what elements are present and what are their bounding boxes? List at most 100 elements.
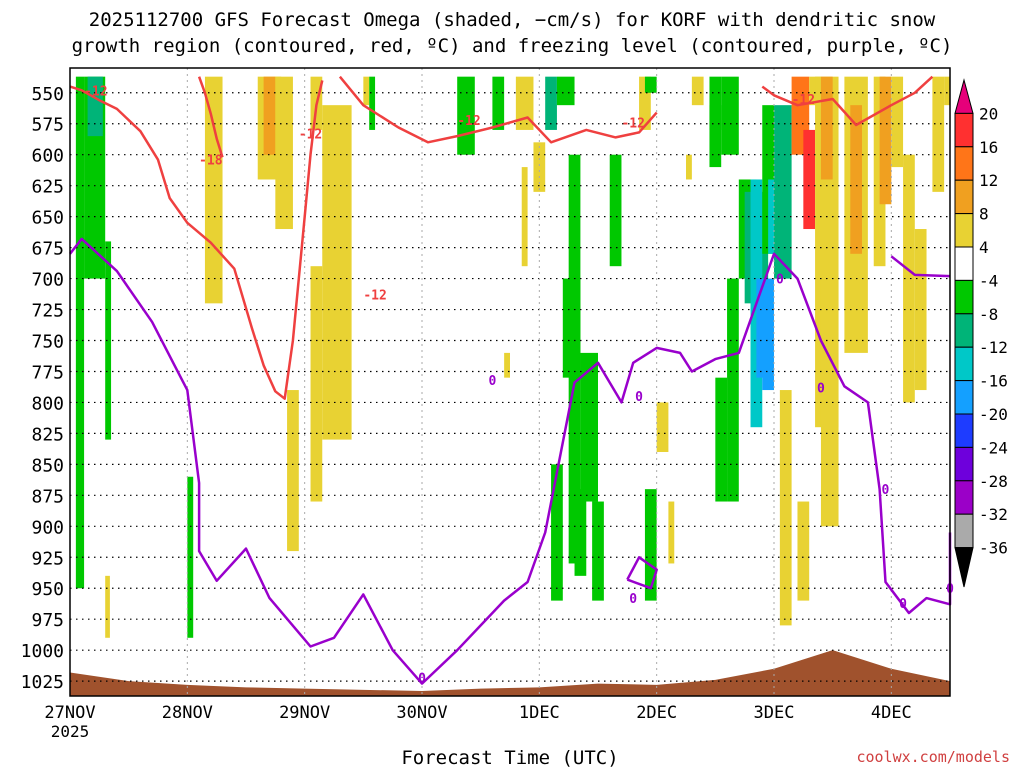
x-tick-label: 30NOV <box>396 703 447 723</box>
omega-cell <box>551 464 563 601</box>
y-tick-label: 825 <box>31 424 64 445</box>
omega-cell <box>87 76 103 137</box>
y-tick-label: 725 <box>31 301 64 322</box>
freezing-contour-line <box>69 237 952 685</box>
omega-cell <box>668 501 675 564</box>
y-tick-label: 750 <box>31 332 64 353</box>
omega-cell <box>820 76 833 180</box>
omega-cell <box>275 76 293 230</box>
y-tick-label: 575 <box>31 115 64 136</box>
colorbar-label: 4 <box>979 238 989 257</box>
dgz-contour-line <box>761 75 934 127</box>
credit-label: coolwx.com/models <box>856 748 1010 766</box>
omega-cell <box>105 575 110 638</box>
x-axis-year: 2025 <box>51 722 90 741</box>
x-tick-label: 2DEC <box>636 703 677 723</box>
omega-cell <box>504 352 510 378</box>
dgz-contour-line <box>197 76 224 158</box>
gridlines <box>69 68 950 696</box>
omega-cell <box>105 241 112 440</box>
y-tick-label: 700 <box>31 270 64 291</box>
colorbar-label: -12 <box>979 338 1008 357</box>
omega-cell <box>533 142 546 192</box>
dgz-contour-label: -18 <box>199 154 223 169</box>
dgz-contour-label: -12 <box>299 128 322 143</box>
omega-cell <box>691 76 704 106</box>
colorbar-swatch <box>954 279 974 315</box>
y-tick-label: 975 <box>31 610 64 631</box>
omega-cell <box>762 105 774 254</box>
omega-cell <box>310 266 323 502</box>
freezing-contour-label: 0 <box>817 382 825 397</box>
colorbar-cap-bottom <box>954 547 974 588</box>
colorbar-label: 12 <box>979 171 998 190</box>
x-tick-label: 28NOV <box>162 703 213 723</box>
omega-cell <box>592 501 604 601</box>
freezing-contour-line <box>890 255 951 278</box>
x-tick-label: 4DEC <box>871 703 912 723</box>
x-tick-label: 3DEC <box>754 703 795 723</box>
omega-cell <box>797 501 810 601</box>
x-tick-label: 1DEC <box>519 703 560 723</box>
omega-cell <box>515 76 534 130</box>
colorbar-label: -32 <box>979 505 1008 524</box>
terrain-area <box>70 650 950 696</box>
omega-cell <box>727 278 739 502</box>
x-axis-label: Forecast Time (UTC) <box>401 747 618 768</box>
omega-cell <box>715 377 728 502</box>
plot-frame <box>69 67 951 697</box>
freezing-contour-label: 0 <box>635 390 643 405</box>
omega-cell <box>709 76 722 130</box>
dgz-contour-line <box>338 75 658 144</box>
omega-cell <box>850 105 862 254</box>
y-tick-label: 850 <box>31 455 64 476</box>
omega-cell <box>521 167 528 267</box>
y-tick-label: 1025 <box>21 672 64 693</box>
omega-cell <box>891 76 904 168</box>
omega-cell <box>656 402 669 452</box>
dgz-contour-label: -12 <box>621 117 644 132</box>
omega-cell <box>803 129 816 230</box>
freezing-contour-label: 0 <box>488 374 496 389</box>
y-tick-label: 875 <box>31 486 64 507</box>
colorbar-swatch <box>954 380 974 415</box>
y-tick-label: 625 <box>31 177 64 198</box>
x-axis-ticks: 27NOV 28NOV 29NOV 30NOV 1DEC 2DEC 3DEC 4DEC <box>44 703 911 723</box>
colorbar: 20 16 12 8 4 -4 -8 -12 -16 -20 -24 -28 -32 -36 <box>954 78 1008 588</box>
x-tick-label: 27NOV <box>44 703 95 723</box>
colorbar-cap-top <box>954 78 974 114</box>
omega-cell <box>609 154 622 267</box>
y-tick-label: 550 <box>31 84 64 105</box>
omega-cell <box>287 390 299 552</box>
chart-title-line2: growth region (contoured, red, ºC) and f… <box>72 35 953 57</box>
colorbar-label: -20 <box>979 405 1008 424</box>
omega-cell <box>644 76 657 93</box>
omega-cell <box>644 489 657 601</box>
colorbar-swatch <box>954 480 974 515</box>
dgz-contour-label: -12 <box>457 114 480 129</box>
x-tick-label: 29NOV <box>279 703 330 723</box>
freezing-contour-label: 0 <box>882 483 890 498</box>
y-tick-label: 1000 <box>21 641 64 662</box>
omega-cell <box>914 229 927 391</box>
freezing-contour-line <box>626 556 658 590</box>
colorbar-swatch <box>954 446 974 482</box>
omega-cell <box>903 154 915 403</box>
omega-cell <box>820 278 839 527</box>
colorbar-label: -4 <box>979 271 998 290</box>
y-tick-label: 800 <box>31 393 64 414</box>
y-tick-label: 650 <box>31 208 64 229</box>
colorbar-swatch <box>954 413 974 448</box>
terrain-fill <box>70 650 950 696</box>
omega-cell <box>686 154 692 180</box>
colorbar-label: -16 <box>979 372 1008 391</box>
colorbar-label: 20 <box>979 104 998 123</box>
freezing-contour-label: 0 <box>776 273 784 288</box>
omega-cell <box>774 105 792 279</box>
colorbar-swatch <box>954 112 974 148</box>
omega-cell-core <box>762 278 774 391</box>
dgz-contour-label: -12 <box>84 84 107 99</box>
omega-cell <box>369 76 376 130</box>
omega-cell <box>363 76 370 106</box>
